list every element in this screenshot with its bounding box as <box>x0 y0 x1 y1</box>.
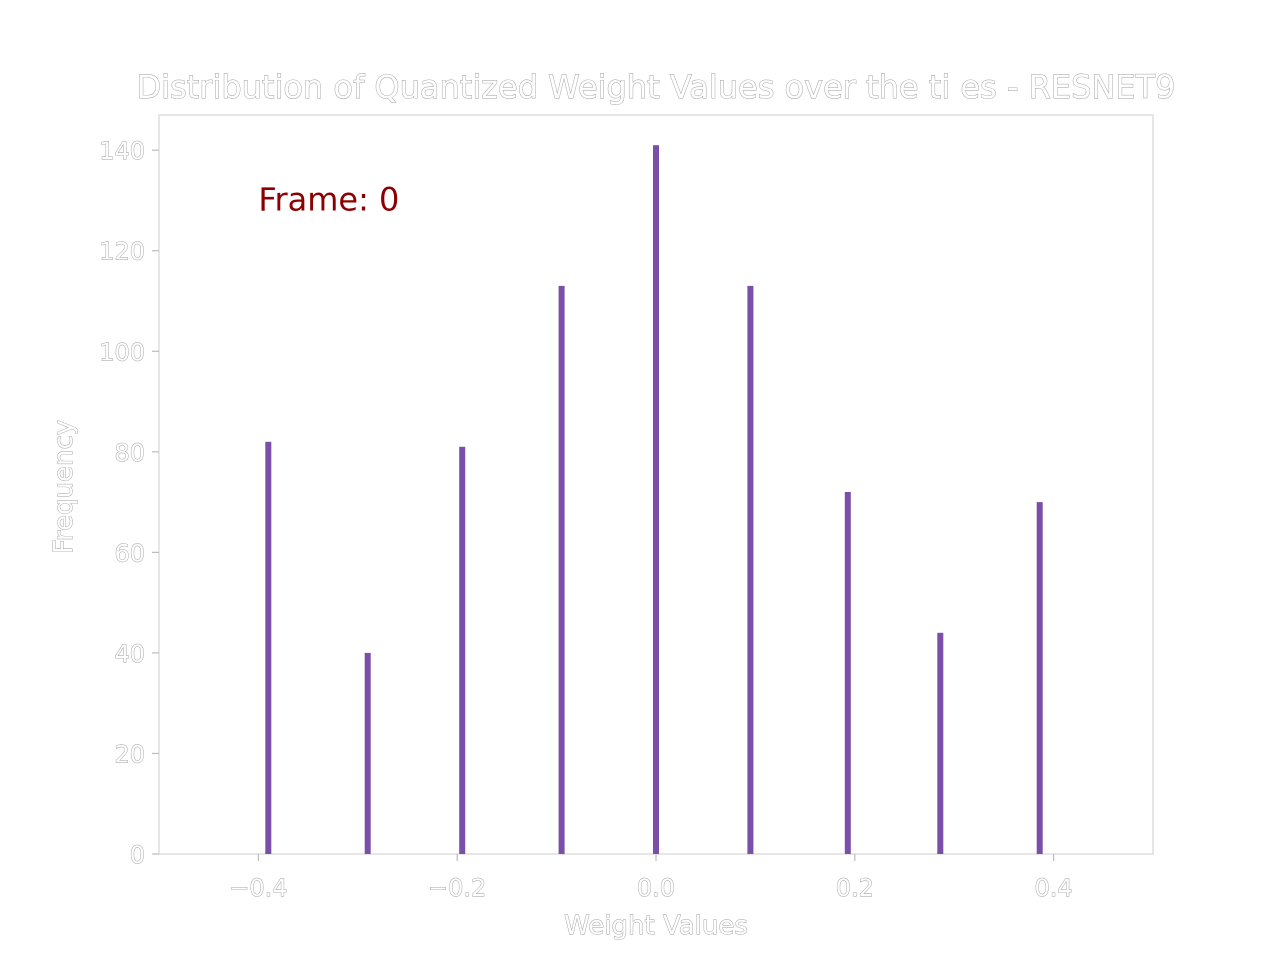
y-tick-label: 40 <box>114 640 145 668</box>
histogram-bar <box>844 492 851 854</box>
chart-title: Distribution of Quantized Weight Values … <box>137 68 1176 106</box>
y-tick-label: 60 <box>114 539 145 567</box>
histogram-bar <box>265 441 272 854</box>
histogram-bar <box>1036 502 1043 854</box>
histogram-bar <box>653 145 659 854</box>
y-tick-label: 100 <box>99 338 145 366</box>
y-tick-label: 120 <box>99 238 145 266</box>
x-tick-label: 0.0 <box>637 874 675 902</box>
x-axis-ticks: −0.4 −0.2 0.0 0.2 0.4 <box>229 854 1073 902</box>
frame-annotation: Frame: 0 <box>258 181 399 219</box>
y-tick-label: 0 <box>130 841 145 869</box>
y-axis-ticks: 0 20 40 60 80 100 120 140 <box>99 137 159 869</box>
x-axis-label: Weight Values <box>564 911 748 941</box>
bar-series <box>265 145 1043 854</box>
histogram-bar <box>558 285 565 854</box>
x-tick-label: −0.2 <box>428 874 486 902</box>
x-tick-label: 0.2 <box>836 874 874 902</box>
histogram-bar <box>747 285 754 854</box>
y-tick-label: 80 <box>114 439 145 467</box>
histogram-bar <box>937 632 944 854</box>
histogram-bar <box>459 446 466 854</box>
x-tick-label: 0.4 <box>1035 874 1073 902</box>
y-axis-label: Frequency <box>49 420 79 554</box>
y-tick-label: 140 <box>99 137 145 165</box>
x-tick-label: −0.4 <box>229 874 287 902</box>
y-tick-label: 20 <box>114 740 145 768</box>
histogram-bar <box>364 652 371 854</box>
